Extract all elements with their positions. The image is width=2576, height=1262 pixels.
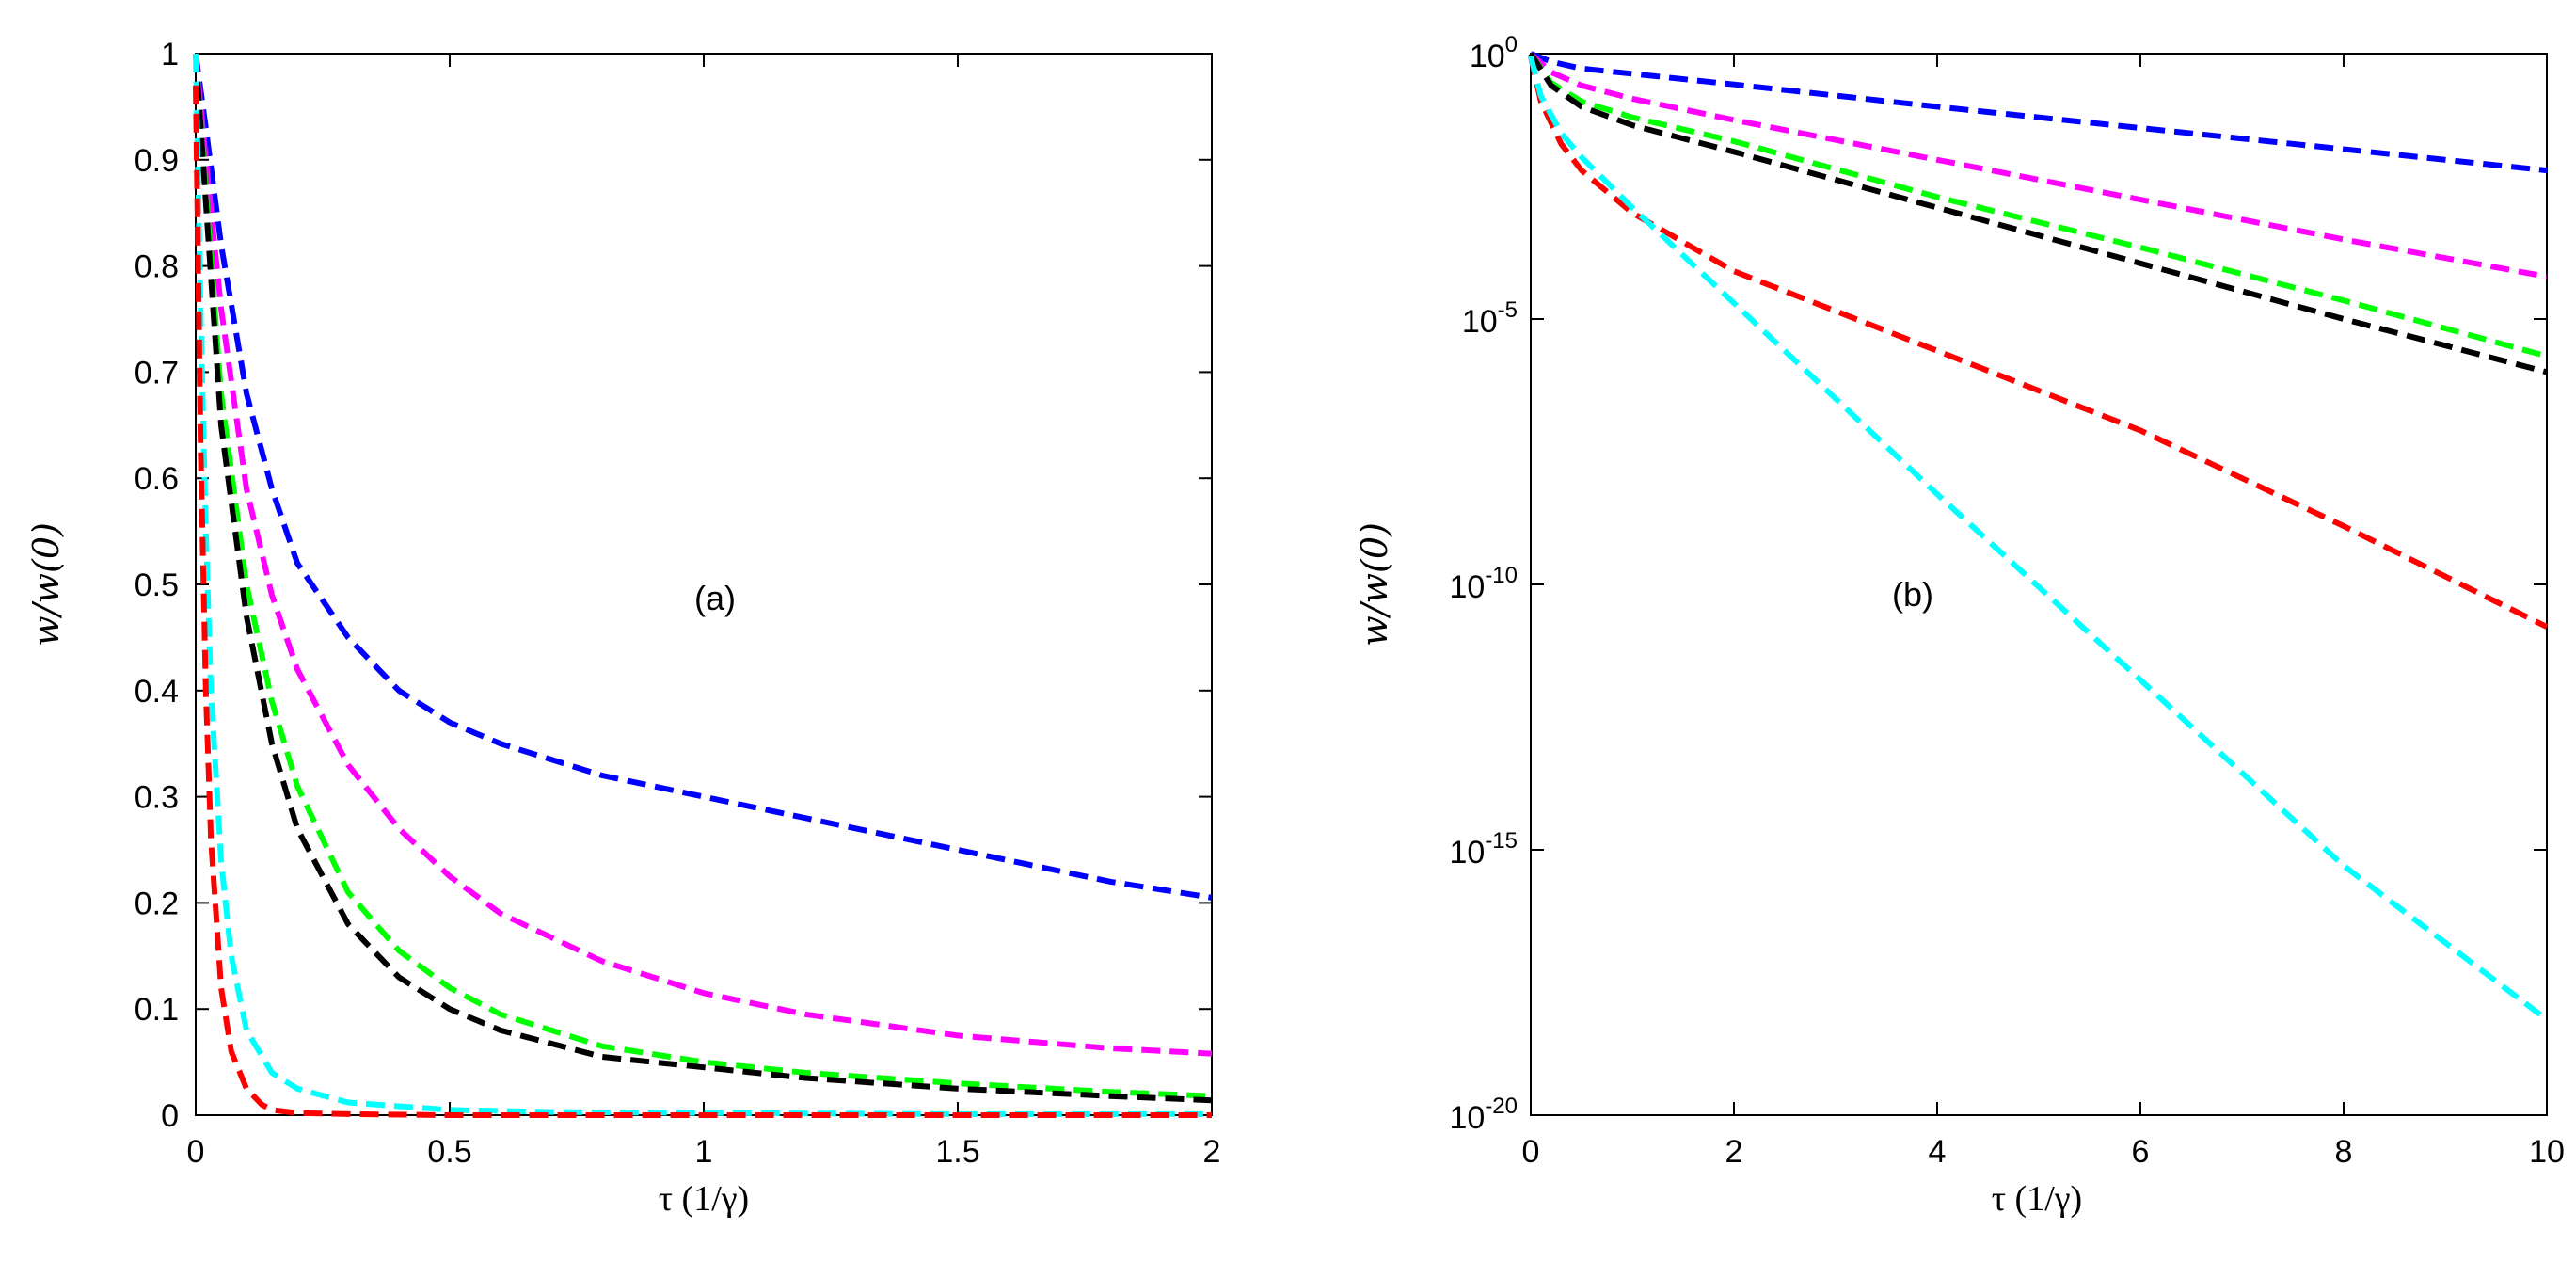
panel-b-x-tick-label: 4 <box>1929 1134 1947 1170</box>
panel-b-y-ticks: 100 10-5 10-10 10-15 10-20 <box>1449 32 2547 1136</box>
panel-b-y-tick-label: 10-10 <box>1449 563 1518 605</box>
panel-a: 0 0.5 1 1.5 2 00.10.20.30.40.50.60.70.80.91 … <box>25 37 1220 1219</box>
panel-b-series-cyan <box>1528 56 2549 1022</box>
panel-a-y-tick-label: 0.4 <box>135 674 179 710</box>
panel-a-y-tick-label: 0.9 <box>135 143 179 179</box>
panel-b-y-tick-label: 10-20 <box>1449 1094 1518 1136</box>
panel-b-x-tick-label: 0 <box>1522 1134 1540 1170</box>
panel-b-x-tick-label: 8 <box>2335 1134 2353 1170</box>
panel-a-y-tick-label: 0.2 <box>135 886 179 921</box>
panel-b-series-red <box>1528 56 2549 630</box>
panel-a-x-tick-label: 1.5 <box>935 1134 979 1170</box>
panel-b-x-ticks: 0 2 4 6 8 10 <box>1522 54 2565 1170</box>
panel-a-y-tick-label: 0.6 <box>135 461 179 497</box>
panel-b-y-label: w/w(0) <box>1354 522 1395 647</box>
panel-b-x-tick-label: 6 <box>2132 1134 2150 1170</box>
panel-b-series-magenta <box>1528 51 2548 280</box>
panel-b: 0 2 4 6 8 10 100 10-5 10-10 10-15 10-20 (b) τ (1/… <box>1354 32 2565 1219</box>
panel-a-series-magenta <box>193 53 1213 1057</box>
panel-a-annotation: (a) <box>694 579 736 617</box>
panel-a-y-ticks: 0 0.1 0.2 0.3 0.4 0.5 0.6 0.7 0.8 0.9 1 <box>135 37 1212 1134</box>
panel-a-series <box>193 53 1213 1118</box>
panel-b-x-label: τ (1/γ) <box>1992 1179 2082 1219</box>
panel-a-x-tick-label: 1 <box>695 1134 713 1170</box>
panel-a-x-tick-label: 0 <box>187 1134 205 1170</box>
panel-b-series-blue <box>1529 51 2548 174</box>
panel-b-y-tick-label: 10-5 <box>1462 297 1518 340</box>
panel-a-series-blue <box>193 53 1213 901</box>
panel-a-series-green <box>193 53 1213 1099</box>
panel-b-annotation: (b) <box>1892 575 1933 614</box>
panel-b-y-tick-label: 10-15 <box>1449 828 1518 871</box>
panel-a-y-tick-label: 0.8 <box>135 249 179 285</box>
panel-a-x-ticks: 0 0.5 1 1.5 2 <box>187 54 1221 1170</box>
panel-a-series-red <box>193 85 1212 1118</box>
panel-b-series <box>1528 51 2549 1022</box>
panel-b-x-tick-label: 2 <box>1725 1134 1743 1170</box>
panel-a-y-tick-label: 0 <box>161 1098 179 1134</box>
panel-b-series-black <box>1528 52 2548 375</box>
panel-b-x-tick-label: 10 <box>2529 1134 2565 1170</box>
panel-a-y-tick-label: 0.7 <box>135 355 179 391</box>
panel-a-x-tick-label: 0.5 <box>427 1134 471 1170</box>
panel-b-series-green <box>1528 52 2548 359</box>
panel-a-y-tick-label: 0.1 <box>135 992 179 1028</box>
panel-a-x-tick-label: 2 <box>1203 1134 1221 1170</box>
panel-a-y-tick-label: 0.3 <box>135 780 179 816</box>
panel-a-x-label: τ (1/γ) <box>659 1179 749 1219</box>
panel-a-y-tick-label: 1 <box>161 37 179 72</box>
panel-a-y-tick-label: 0.5 <box>135 567 179 603</box>
panel-a-y-label: w/w(0) <box>25 522 67 647</box>
panel-b-y-tick-label: 100 <box>1470 32 1518 74</box>
panel-a-series-black <box>193 53 1213 1104</box>
